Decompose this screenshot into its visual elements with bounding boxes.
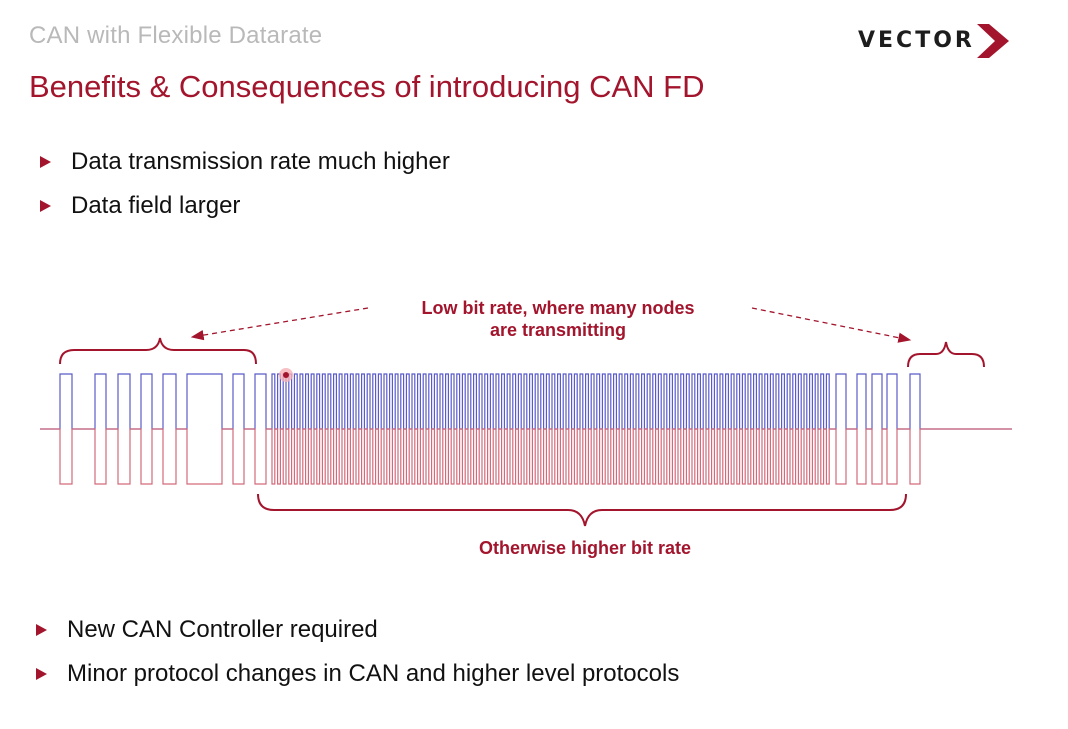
bullet-arrow-icon — [36, 624, 47, 636]
can-high-signal — [40, 373, 1012, 430]
left-dashed-arrow — [190, 307, 369, 341]
bottom-brace — [257, 493, 907, 527]
annotation-low-bitrate-line1: Low bit rate, where many nodes — [421, 298, 694, 318]
slide-title: Benefits & Consequences of introducing C… — [29, 69, 705, 104]
bullet-arrow-icon — [36, 668, 47, 680]
bullet-text: Minor protocol changes in CAN and higher… — [67, 660, 680, 687]
annotation-high-bitrate: Otherwise higher bit rate — [479, 538, 691, 558]
bullet-text: Data transmission rate much higher — [71, 148, 450, 175]
vector-logo: VECTOR — [858, 24, 1018, 60]
right-dashed-arrow — [751, 307, 912, 343]
bullet-item: Minor protocol changes in CAN and higher… — [36, 660, 679, 688]
slide-subtitle: CAN with Flexible Datarate — [29, 22, 323, 49]
bullet-item: New CAN Controller required — [36, 616, 378, 644]
bullet-arrow-icon — [40, 156, 51, 168]
logo-text: VECTOR — [858, 28, 975, 53]
bullet-text: Data field larger — [71, 192, 241, 219]
annotation-low-bitrate-line2: are transmitting — [490, 320, 626, 340]
signal-waveforms — [40, 373, 1012, 485]
pointer-marker — [279, 368, 293, 382]
bullet-arrow-icon — [40, 200, 51, 212]
bullet-item: Data field larger — [40, 192, 240, 220]
bullet-text: New CAN Controller required — [67, 616, 378, 643]
bullet-item: Data transmission rate much higher — [40, 148, 450, 176]
left-brace — [59, 337, 257, 365]
can-low-signal — [40, 428, 1012, 485]
right-brace — [907, 341, 985, 368]
logo-chevron-icon — [977, 24, 1009, 58]
